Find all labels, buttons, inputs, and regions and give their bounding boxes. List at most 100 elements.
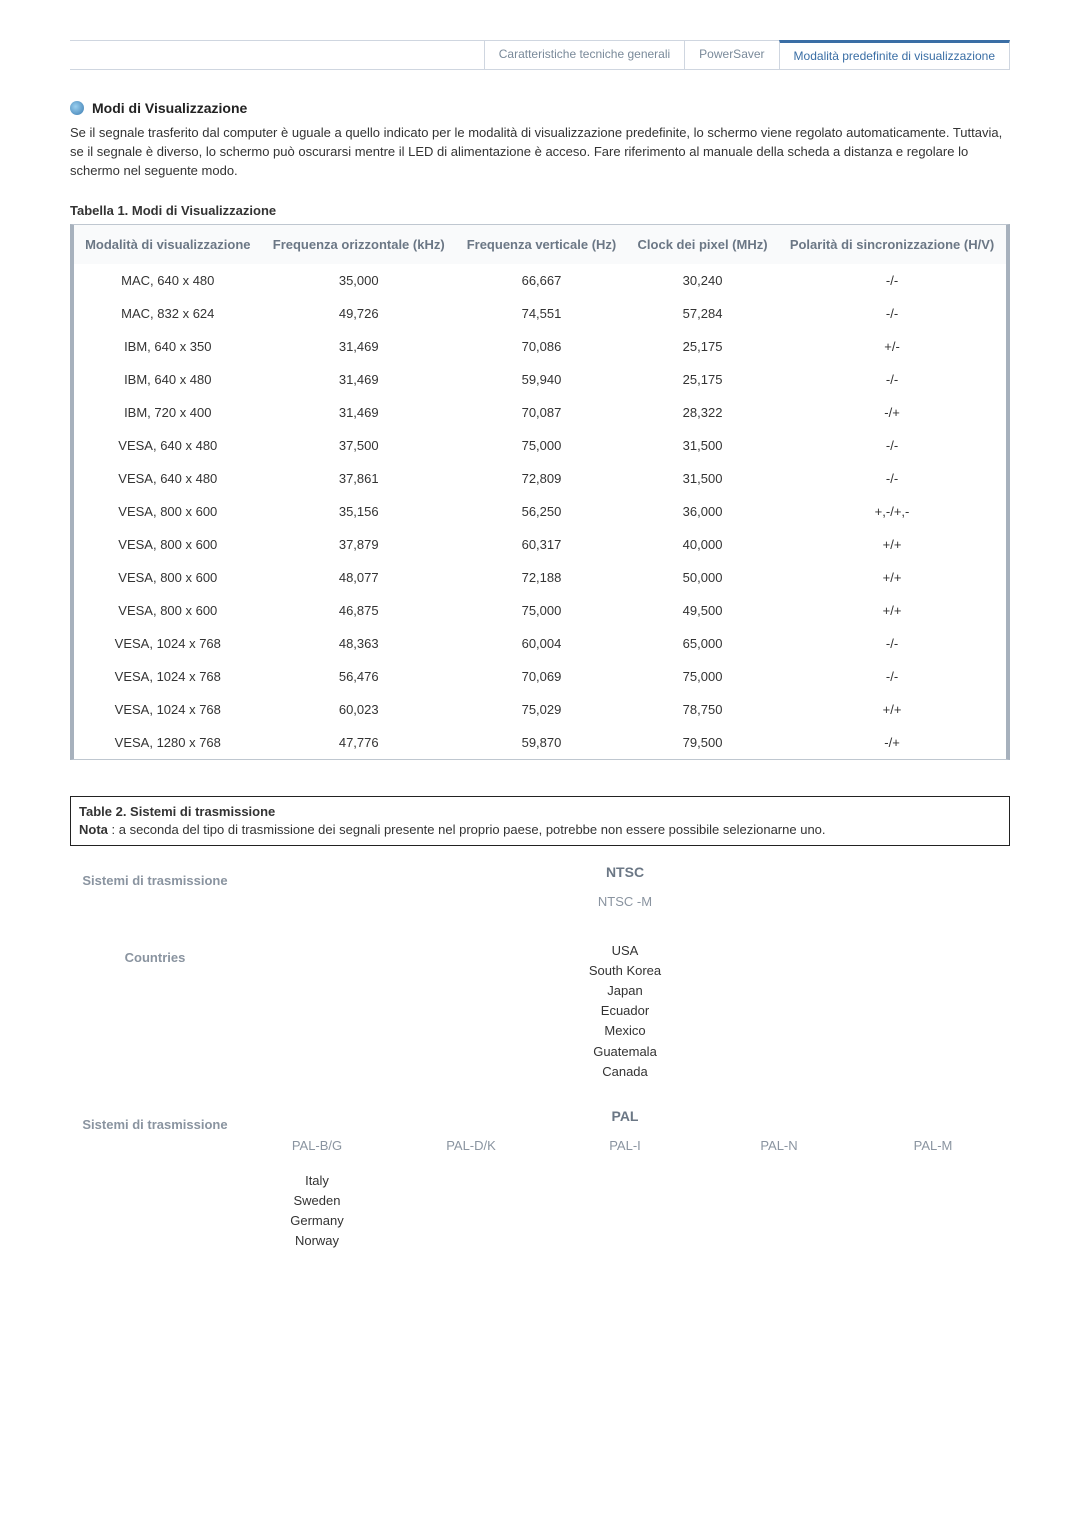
table-cell: 48,077 <box>262 561 456 594</box>
table-cell: -/+ <box>778 396 1006 429</box>
table-cell: +/- <box>778 330 1006 363</box>
table-cell: 72,188 <box>456 561 627 594</box>
table-row: VESA, 1024 x 76848,36360,00465,000-/- <box>74 627 1006 660</box>
table-cell: VESA, 1024 x 768 <box>74 693 262 726</box>
ntsc-countries-row: Countries USASouth KoreaJapanEcuadorMexi… <box>70 941 1010 1082</box>
table-cell: IBM, 640 x 480 <box>74 363 262 396</box>
table-row: IBM, 640 x 35031,46970,08625,175+/- <box>74 330 1006 363</box>
col-vfreq: Frequenza verticale (Hz) <box>456 225 627 264</box>
table-cell: -/- <box>778 660 1006 693</box>
table-cell: VESA, 1024 x 768 <box>74 627 262 660</box>
table2-title: Table 2. Sistemi di trasmissione <box>79 804 275 819</box>
table-cell: 31,500 <box>627 462 778 495</box>
table-cell: 70,087 <box>456 396 627 429</box>
table-cell: +/+ <box>778 528 1006 561</box>
table-cell: 28,322 <box>627 396 778 429</box>
table-cell: 31,469 <box>262 396 456 429</box>
table2-note-text: : a seconda del tipo di trasmissione dei… <box>108 822 826 837</box>
pal-col: PAL-D/K <box>394 1138 548 1252</box>
pal-columns: PAL-B/GItalySwedenGermanyNorwayPAL-D/K PA… <box>240 1138 1010 1252</box>
table-cell: VESA, 640 x 480 <box>74 429 262 462</box>
table-cell: 66,667 <box>456 264 627 297</box>
table-cell: +/+ <box>778 561 1006 594</box>
pal-col: PAL-M <box>856 1138 1010 1252</box>
col-mode: Modalità di visualizzazione <box>74 225 262 264</box>
table-cell: +,-/+,- <box>778 495 1006 528</box>
pal-heading: PAL <box>240 1108 1010 1124</box>
section-title: Modi di Visualizzazione <box>92 100 247 116</box>
label-countries: Countries <box>70 941 240 967</box>
ntsc-heading-row: Sistemi di trasmissione NTSC NTSC -M <box>70 864 1010 915</box>
ntsc-sub: NTSC -M <box>240 894 1010 909</box>
table-cell: 75,029 <box>456 693 627 726</box>
table-cell: 59,870 <box>456 726 627 759</box>
table-row: MAC, 832 x 62449,72674,55157,284-/- <box>74 297 1006 330</box>
table-cell: 25,175 <box>627 363 778 396</box>
table-cell: IBM, 640 x 350 <box>74 330 262 363</box>
table-cell: MAC, 640 x 480 <box>74 264 262 297</box>
label-sistemi-2: Sistemi di trasmissione <box>70 1108 240 1134</box>
table-cell: 31,469 <box>262 363 456 396</box>
table-cell: -/- <box>778 627 1006 660</box>
table-cell: 59,940 <box>456 363 627 396</box>
ntsc-heading: NTSC <box>240 864 1010 880</box>
table-row: VESA, 1024 x 76860,02375,02978,750+/+ <box>74 693 1006 726</box>
table-cell: VESA, 1280 x 768 <box>74 726 262 759</box>
table-cell: 37,500 <box>262 429 456 462</box>
table-cell: VESA, 1024 x 768 <box>74 660 262 693</box>
pal-col: PAL-B/GItalySwedenGermanyNorway <box>240 1138 394 1252</box>
table-cell: 70,086 <box>456 330 627 363</box>
table-cell: MAC, 832 x 624 <box>74 297 262 330</box>
tab-general[interactable]: Caratteristiche tecniche generali <box>484 41 684 69</box>
table1-caption: Tabella 1. Modi di Visualizzazione <box>70 203 1010 218</box>
table-cell: 70,069 <box>456 660 627 693</box>
label-sistemi-1: Sistemi di trasmissione <box>70 864 240 890</box>
table-header-row: Modalità di visualizzazione Frequenza or… <box>74 225 1006 264</box>
table-cell: 35,000 <box>262 264 456 297</box>
ntsc-countries: USASouth KoreaJapanEcuadorMexicoGuatemal… <box>240 941 1010 1082</box>
table-row: VESA, 1280 x 76847,77659,87079,500-/+ <box>74 726 1006 759</box>
table-cell: 35,156 <box>262 495 456 528</box>
table-cell: VESA, 800 x 600 <box>74 528 262 561</box>
tab-powersaver[interactable]: PowerSaver <box>684 41 778 69</box>
broadcast-systems-table: Sistemi di trasmissione NTSC NTSC -M Cou… <box>70 864 1010 1252</box>
table-row: IBM, 640 x 48031,46959,94025,175-/- <box>74 363 1006 396</box>
table-cell: 74,551 <box>456 297 627 330</box>
table1-wrap: Modalità di visualizzazione Frequenza or… <box>70 224 1010 760</box>
display-modes-table: Modalità di visualizzazione Frequenza or… <box>74 225 1006 759</box>
col-pixelclock: Clock dei pixel (MHz) <box>627 225 778 264</box>
section-intro: Se il segnale trasferito dal computer è … <box>70 124 1010 181</box>
table-cell: VESA, 800 x 600 <box>74 594 262 627</box>
table-cell: 79,500 <box>627 726 778 759</box>
pal-col: PAL-N <box>702 1138 856 1252</box>
table-cell: 60,023 <box>262 693 456 726</box>
table-cell: 37,879 <box>262 528 456 561</box>
table-cell: 31,469 <box>262 330 456 363</box>
table2-note-box: Table 2. Sistemi di trasmissione Nota : … <box>70 796 1010 846</box>
table-cell: 78,750 <box>627 693 778 726</box>
table-cell: 40,000 <box>627 528 778 561</box>
table-row: VESA, 640 x 48037,86172,80931,500-/- <box>74 462 1006 495</box>
table-cell: -/- <box>778 297 1006 330</box>
table-cell: -/- <box>778 363 1006 396</box>
table-cell: VESA, 800 x 600 <box>74 495 262 528</box>
tab-preset-modes[interactable]: Modalità predefinite di visualizzazione <box>779 40 1010 69</box>
table-cell: 65,000 <box>627 627 778 660</box>
table-cell: 49,726 <box>262 297 456 330</box>
table-cell: 60,004 <box>456 627 627 660</box>
table-cell: 75,000 <box>456 594 627 627</box>
col-hfreq: Frequenza orizzontale (kHz) <box>262 225 456 264</box>
table-cell: 37,861 <box>262 462 456 495</box>
table-cell: 25,175 <box>627 330 778 363</box>
table-cell: IBM, 720 x 400 <box>74 396 262 429</box>
table-cell: +/+ <box>778 594 1006 627</box>
bullet-icon <box>70 101 84 115</box>
table-cell: 48,363 <box>262 627 456 660</box>
table-cell: 75,000 <box>456 429 627 462</box>
table-row: VESA, 800 x 60037,87960,31740,000+/+ <box>74 528 1006 561</box>
table-cell: 72,809 <box>456 462 627 495</box>
table-cell: -/- <box>778 264 1006 297</box>
table-cell: 36,000 <box>627 495 778 528</box>
table-row: VESA, 800 x 60048,07772,18850,000+/+ <box>74 561 1006 594</box>
table-row: IBM, 720 x 40031,46970,08728,322-/+ <box>74 396 1006 429</box>
